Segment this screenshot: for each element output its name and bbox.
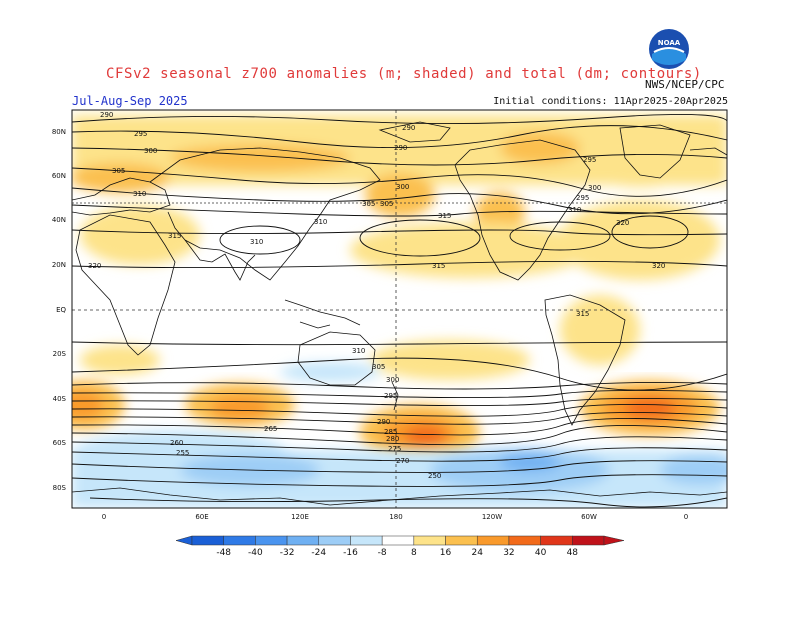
contour-label: 280 [386,435,399,443]
colorbar-segment [572,535,605,546]
colorbar-segment [191,535,224,546]
contour-label: 305 [380,200,393,208]
colorbar-label: 40 [535,548,547,558]
noaa-logo: NOAA [649,29,689,69]
lat-label: 60N [52,172,66,180]
lat-label: 20S [53,350,67,358]
contour-label: 315 [168,232,181,240]
colorbar-segment [318,535,351,546]
contour-label: 255 [176,449,189,457]
colorbar-segment [223,535,256,546]
lat-label: 40N [52,216,66,224]
colorbar-segment [508,535,541,546]
colorbar-label: -24 [311,548,326,558]
colorbar-label: 24 [472,548,484,558]
colorbar-segment [445,535,478,546]
lon-label: 0 [684,513,688,521]
contour-label: 290 [402,124,415,132]
colorbar-label: 48 [567,548,579,558]
map-frame [71,109,728,509]
colorbar-segment [286,535,320,546]
colorbar-segment [255,535,288,546]
colorbar-segment [476,535,510,546]
initial-conditions-label: Initial conditions: 11Apr2025-20Apr2025 [493,96,728,107]
colorbar: -48 -40 -32 -24 -16 -8 8 16 24 32 40 48 [175,535,625,558]
colorbar-label: -32 [280,548,295,558]
chart-title: CFSv2 seasonal z700 anomalies (m; shaded… [106,66,702,82]
colorbar-label: 8 [411,548,417,558]
svg-text:NOAA: NOAA [658,39,681,47]
contour-label: 305 [372,363,385,371]
colorbar-segment [350,535,383,546]
colorbar-label: -40 [248,548,263,558]
contour-label: 315 [432,262,445,270]
lon-label: 60E [195,513,208,521]
contour-label: 310 [314,218,327,226]
lat-label: 80S [53,484,67,492]
lat-label: 60S [53,439,67,447]
colorbar-label: -8 [378,548,387,558]
contour-labels: 290 295 300 305 310 315 320 290 295 300 … [88,111,665,480]
contour-label: 290 [394,144,407,152]
contour-label: 295 [134,130,147,138]
lon-label: 0 [102,513,106,521]
contour-label: 295 [576,194,589,202]
contour-label: 300 [396,183,409,191]
contour-label: 290 [377,418,390,426]
lon-label: 60W [581,513,597,521]
contour-label: 305 [112,167,125,175]
lat-label: 80N [52,128,66,136]
colorbar-arrow-right [603,535,625,546]
contour-label: 250 [428,472,441,480]
contour-label: 270 [396,457,409,465]
colorbar-label: 32 [503,548,514,558]
contour-label: 260 [170,439,183,447]
lon-label: 180 [389,513,402,521]
contour-label: 300 [144,147,157,155]
contour-label: 310 [133,190,146,198]
contour-label: 310 [352,347,365,355]
anomaly-shading [72,115,727,508]
lat-label: EQ [56,306,66,314]
lon-label: 120W [482,513,502,521]
lat-label: 40S [53,395,67,403]
contour-label: 265 [264,425,277,433]
season-label: Jul-Aug-Sep 2025 [72,94,188,108]
colorbar-arrow-left [175,535,193,546]
height-contours [72,113,727,508]
contour-label: 290 [100,111,113,119]
contour-label: 305 [362,200,375,208]
contour-label: 310 [568,206,581,214]
colorbar-label: 16 [440,548,452,558]
latitude-labels: 80N 60N 40N 20N EQ 20S 40S 60S 80S [52,128,67,492]
contour-label: 320 [88,262,101,270]
contour-label: 315 [576,310,589,318]
colorbar-label: -48 [216,548,231,558]
contour-label: 320 [616,219,629,227]
longitude-labels: 0 60E 120E 180 120W 60W 0 [102,513,688,521]
colorbar-segment [413,535,446,546]
colorbar-segment [381,535,415,546]
contour-label: 310 [250,238,263,246]
contour-label: 295 [583,156,596,164]
reference-lines [72,110,727,508]
lat-label: 20N [52,261,66,269]
contour-label: 275 [388,445,401,453]
coastlines [72,121,727,506]
contour-label: 300 [588,184,601,192]
contour-label: 315 [438,212,451,220]
contour-label: 300 [386,376,399,384]
agency-label: NWS/NCEP/CPC [645,78,725,91]
contour-label: 320 [652,262,665,270]
contour-label: 295 [384,392,397,400]
contour-label: 285 [384,428,397,436]
colorbar-label: -16 [343,548,358,558]
lon-label: 120E [291,513,309,521]
colorbar-segment [540,535,573,546]
